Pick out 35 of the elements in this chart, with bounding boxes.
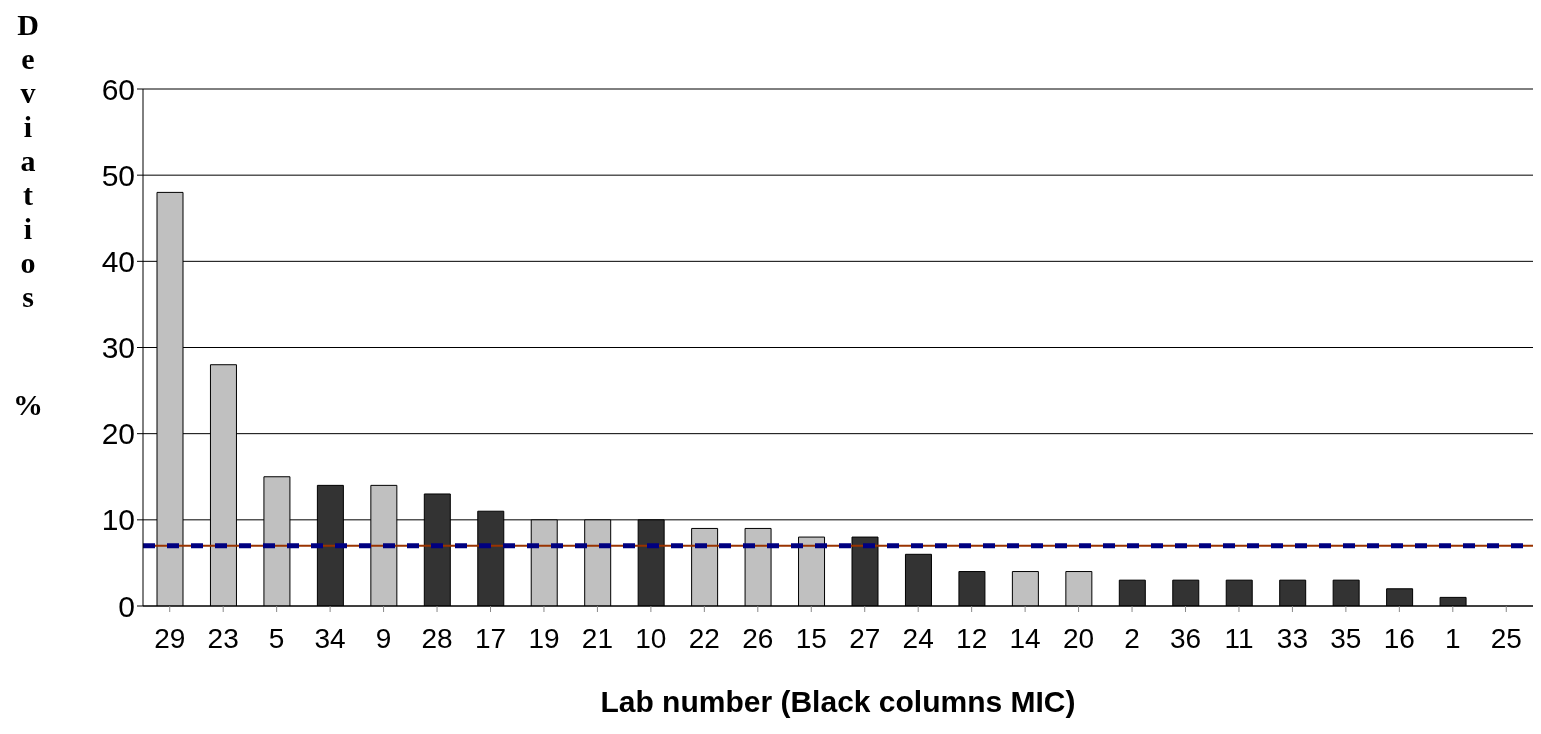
x-tick-label: 19 <box>528 622 560 654</box>
y-tick-label: 40 <box>101 244 135 278</box>
x-tick-label: 29 <box>154 622 186 654</box>
y-tick-label: 50 <box>101 158 135 192</box>
x-tick-label: 36 <box>1169 622 1202 654</box>
x-tick-label: 34 <box>314 622 346 654</box>
x-tick-label: 24 <box>902 622 934 654</box>
x-tick-label: 14 <box>1009 622 1041 654</box>
x-tick-label: 1 <box>1445 622 1461 654</box>
x-tick-label: 9 <box>375 622 392 654</box>
x-tick-label: 2 <box>1124 622 1140 654</box>
x-tick-label: 5 <box>268 622 285 654</box>
x-tick-label: 26 <box>742 622 774 654</box>
y-tick-label: 0 <box>118 589 135 623</box>
y-tick-label: 30 <box>101 331 135 365</box>
x-tick-label: 20 <box>1063 622 1095 654</box>
x-tick-label: 27 <box>849 622 881 654</box>
y-tick-label: 60 <box>101 72 135 106</box>
x-tick-label: 23 <box>207 622 239 654</box>
x-tick-label: 22 <box>688 622 720 654</box>
y-tick-label: 20 <box>101 417 135 451</box>
x-tick-label: 11 <box>1224 622 1254 654</box>
text: Deviatios % <box>13 8 43 421</box>
x-tick-label: 15 <box>795 622 827 654</box>
x-tick-label: 33 <box>1276 622 1308 654</box>
y-tick-label: 10 <box>101 503 135 537</box>
x-tick-label: 10 <box>635 622 667 654</box>
x-tick-label: 28 <box>421 622 453 654</box>
x-tick-label: 17 <box>474 622 507 654</box>
x-tick-label: 35 <box>1330 622 1362 654</box>
x-tick-label: 12 <box>956 622 988 654</box>
x-tick-label: 16 <box>1383 622 1415 654</box>
x-axis-title: Lab number (Black columns MIC) <box>600 685 1076 718</box>
x-tick-label: 21 <box>581 622 613 654</box>
x-tick-label: 25 <box>1490 622 1522 654</box>
